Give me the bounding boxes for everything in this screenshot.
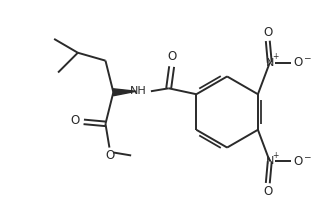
- Text: −: −: [303, 152, 310, 161]
- Text: +: +: [272, 52, 279, 61]
- Text: +: +: [272, 151, 279, 160]
- Text: O: O: [167, 50, 176, 63]
- Text: O: O: [106, 149, 115, 162]
- Text: O: O: [294, 56, 303, 69]
- Polygon shape: [113, 89, 136, 96]
- Text: N: N: [266, 58, 274, 68]
- Text: N: N: [266, 156, 274, 166]
- Text: NH: NH: [130, 86, 147, 96]
- Text: O: O: [70, 114, 79, 127]
- Text: O: O: [294, 155, 303, 168]
- Text: −: −: [303, 53, 310, 62]
- Text: O: O: [263, 26, 272, 39]
- Text: O: O: [263, 185, 272, 198]
